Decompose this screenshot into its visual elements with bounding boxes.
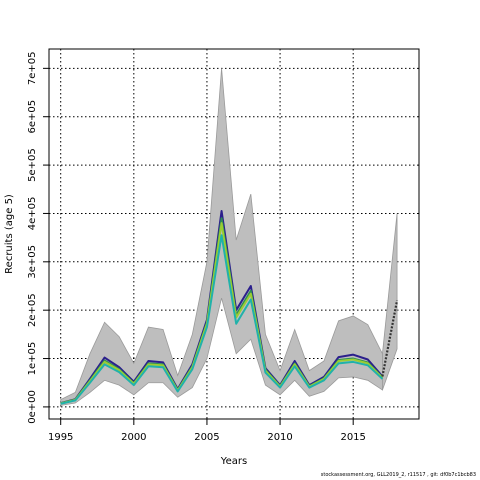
x-axis: 1995 2000 2005 2010 2015 <box>48 418 366 443</box>
series-line-1 <box>60 210 384 405</box>
series-line-4 <box>60 234 384 405</box>
forecast-lines <box>381 300 399 377</box>
y-tick-label: 6e+05 <box>27 100 38 134</box>
forecast-line <box>381 300 399 377</box>
y-tick-label: 7e+05 <box>27 52 38 86</box>
y-tick-label: 5e+05 <box>27 148 38 182</box>
y-tick-label: 0e+00 <box>27 390 38 424</box>
y-tick-label: 3e+05 <box>27 245 38 279</box>
x-tick-label: 2010 <box>267 432 292 443</box>
y-axis-title: Recruits (age 5) <box>4 194 15 274</box>
footer-note: stockassessment.org, GLL2019_2, r11517 ,… <box>320 472 476 478</box>
x-tick-label: 2015 <box>340 432 365 443</box>
x-tick-label: 1995 <box>48 432 73 443</box>
x-axis-title: Years <box>220 456 247 467</box>
y-tick-label: 2e+05 <box>27 293 38 327</box>
y-tick-label: 4e+05 <box>27 197 38 231</box>
x-tick-label: 2000 <box>121 432 146 443</box>
forecast-band-area <box>382 213 398 391</box>
y-axis: 0e+00 1e+05 2e+05 3e+05 4e+05 5e+05 6e+05 7e+05 <box>27 52 50 424</box>
series-lines <box>60 210 384 405</box>
series-line-3 <box>60 222 384 405</box>
y-tick-label: 1e+05 <box>27 342 38 376</box>
plot-area <box>48 48 420 420</box>
x-tick-label: 2005 <box>194 432 219 443</box>
